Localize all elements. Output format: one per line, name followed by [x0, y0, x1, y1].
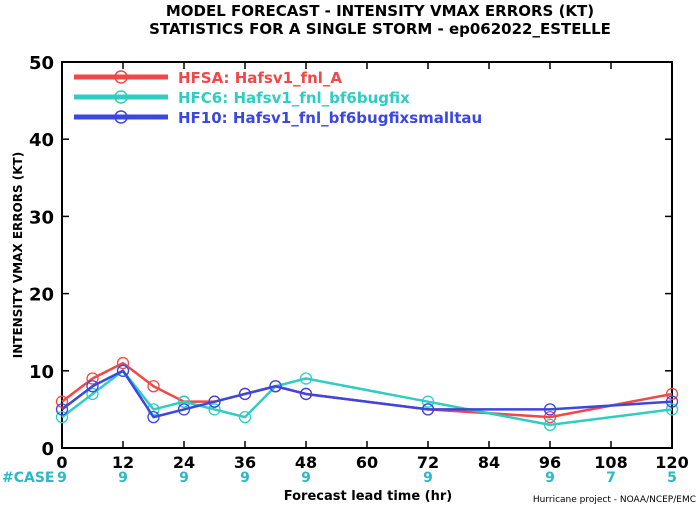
x-tick-label: 96: [539, 453, 561, 472]
legend-marker: [114, 70, 128, 84]
case-count: 9: [301, 470, 311, 486]
data-point: [269, 380, 282, 393]
legend-marker: [114, 110, 128, 124]
x-tick-label: 48: [295, 453, 317, 472]
case-counts: 9 9 9 9 9 9 9 7 5: [57, 470, 677, 486]
x-tick-label: 108: [594, 453, 627, 472]
chart-title: MODEL FORECAST - INTENSITY VMAX ERRORS (…: [166, 2, 594, 20]
data-point: [147, 380, 160, 393]
case-count: 9: [423, 470, 433, 486]
credit-text: Hurricane project - NOAA/NCEP/EMC: [533, 495, 696, 505]
data-point: [299, 387, 313, 401]
data-point: [55, 410, 69, 424]
data-point: [116, 364, 130, 377]
legend-label: HFSA: Hafsv1_fnl_A: [178, 69, 342, 87]
legend-label: HF10: Hafsv1_fnl_bf6bugfixsmalltau: [178, 109, 482, 127]
data-point: [86, 387, 99, 401]
data-point: [55, 403, 69, 416]
data-point: [86, 380, 99, 393]
legend: HFSA: Hafsv1_fnl_A HFC6: Hafsv1_fnl_bf6bu…: [74, 69, 482, 127]
data-point: [86, 372, 99, 385]
data-point: [147, 410, 160, 424]
y-tick-label: 20: [29, 285, 54, 306]
x-tick-label: 72: [417, 453, 439, 472]
x-tick-label: 120: [655, 453, 688, 472]
data-point: [543, 403, 557, 416]
case-label: #CASE: [2, 470, 55, 486]
series-3: [55, 364, 679, 424]
data-point: [177, 395, 191, 408]
y-axis: 0 10 20 30 40 50: [29, 53, 672, 460]
x-tick-label: 0: [56, 453, 67, 472]
data-point: [421, 395, 435, 408]
case-count: 9: [545, 470, 555, 486]
data-point: [55, 395, 69, 408]
legend-item: HF10: Hafsv1_fnl_bf6bugfixsmalltau: [74, 109, 482, 127]
legend-label: HFC6: Hafsv1_fnl_bf6bugfix: [178, 89, 410, 107]
data-point: [238, 410, 252, 424]
data-point: [299, 372, 313, 385]
legend-item: HFSA: Hafsv1_fnl_A: [74, 69, 342, 87]
y-tick-label: 40: [29, 130, 54, 151]
chart-subtitle: STATISTICS FOR A SINGLE STORM - ep062022…: [149, 20, 611, 38]
y-tick-label: 10: [29, 362, 54, 383]
case-count: 7: [606, 470, 616, 486]
case-count: 9: [179, 470, 189, 486]
x-tick-label: 24: [173, 453, 195, 472]
data-point: [665, 395, 679, 408]
case-count: 9: [57, 470, 67, 486]
data-point: [177, 403, 191, 416]
data-point: [421, 403, 435, 416]
data-point: [543, 410, 557, 424]
y-tick-label: 30: [29, 207, 54, 228]
x-tick-label: 84: [478, 453, 500, 472]
case-count: 9: [118, 470, 128, 486]
data-point: [238, 387, 252, 401]
series-layer: [55, 356, 679, 431]
x-axis-label: Forecast lead time (hr): [284, 489, 452, 504]
legend-item: HFC6: Hafsv1_fnl_bf6bugfix: [74, 89, 410, 107]
x-tick-label: 60: [356, 453, 378, 472]
data-point: [665, 403, 679, 416]
data-point: [116, 356, 130, 370]
data-point: [208, 403, 221, 416]
case-count: 9: [240, 470, 250, 486]
y-tick-label: 0: [41, 439, 54, 460]
x-tick-label: 12: [112, 453, 134, 472]
y-axis-label: INTENSITY VMAX ERRORS (KT): [11, 152, 25, 358]
x-axis: 0 12 24 36 48 60 72 84 96 108 120: [56, 62, 689, 472]
data-point: [543, 418, 557, 431]
data-point: [665, 387, 679, 401]
case-count: 5: [667, 470, 677, 486]
legend-marker: [114, 90, 128, 104]
x-tick-label: 36: [234, 453, 256, 472]
data-point: [208, 395, 221, 408]
y-tick-label: 50: [29, 53, 54, 74]
